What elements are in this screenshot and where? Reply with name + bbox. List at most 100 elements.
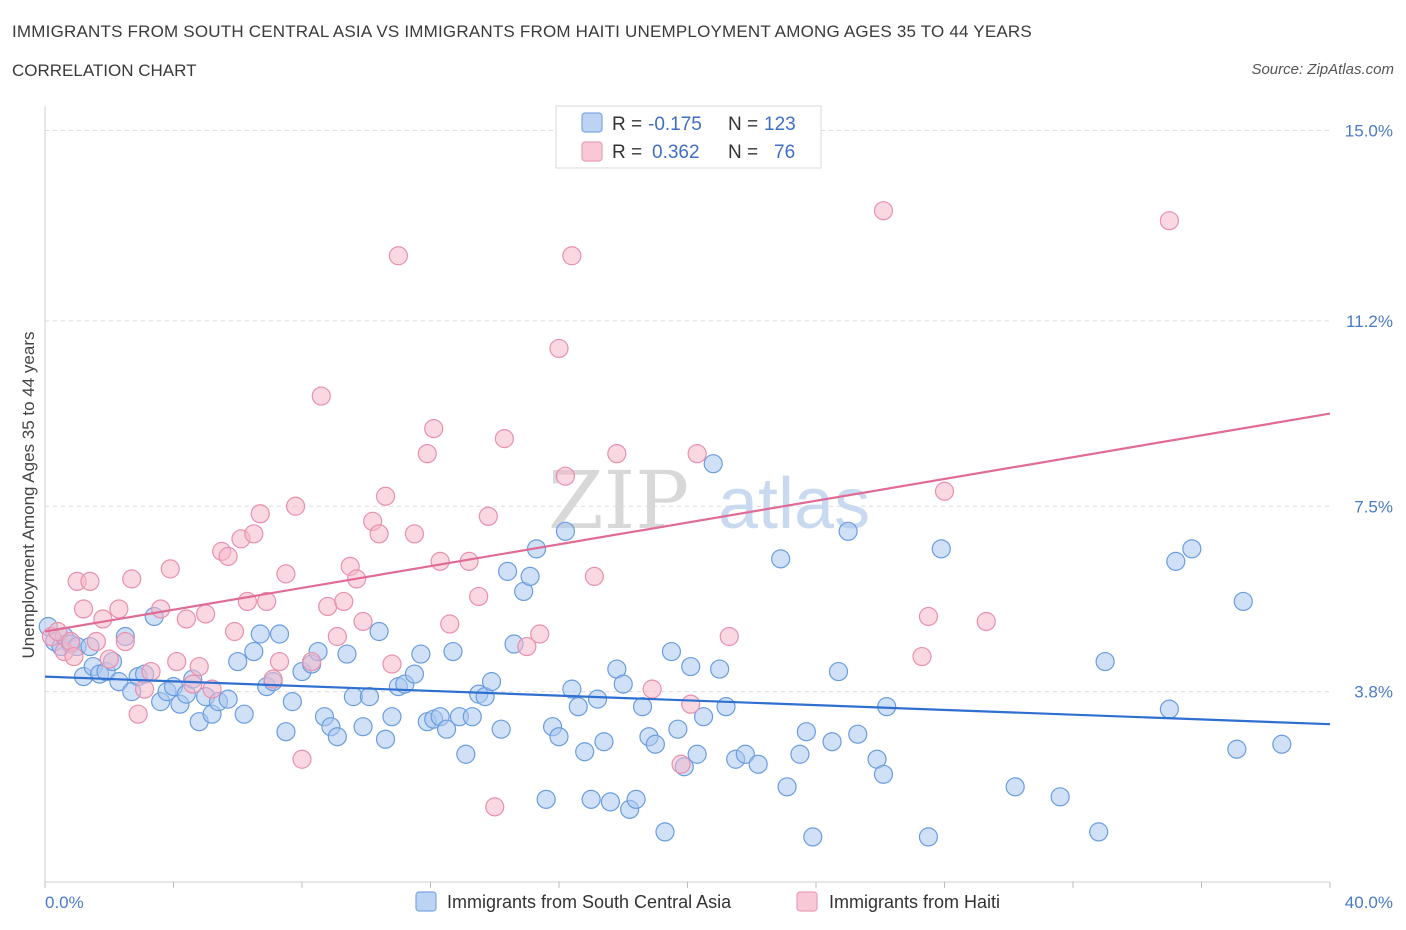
point-haiti-42 bbox=[334, 591, 354, 612]
point-south-central-asia-78 bbox=[581, 789, 601, 809]
point-haiti-58 bbox=[478, 506, 498, 526]
point-south-central-asia-69 bbox=[520, 566, 540, 587]
point-haiti-50 bbox=[388, 246, 408, 266]
trendlines bbox=[44, 412, 1331, 726]
series-south-central-asia bbox=[38, 454, 1292, 847]
axes bbox=[44, 106, 1331, 888]
point-haiti-12 bbox=[115, 631, 135, 652]
point-haiti-17 bbox=[151, 599, 171, 619]
point-haiti-6 bbox=[73, 599, 94, 619]
point-haiti-65 bbox=[562, 246, 582, 266]
point-haiti-49 bbox=[382, 654, 402, 674]
point-haiti-75 bbox=[918, 606, 939, 627]
point-haiti-66 bbox=[584, 566, 604, 587]
point-haiti-38 bbox=[302, 651, 322, 672]
bottom-legend-label-blue: Immigrants from South Central Asia bbox=[447, 892, 732, 912]
point-south-central-asia-106 bbox=[803, 827, 823, 847]
point-haiti-30 bbox=[244, 524, 264, 544]
point-haiti-36 bbox=[285, 496, 306, 516]
legend-n-value-blue: 123 bbox=[764, 114, 796, 135]
point-haiti-24 bbox=[202, 679, 222, 699]
point-haiti-8 bbox=[86, 631, 107, 652]
point-haiti-27 bbox=[224, 621, 245, 642]
point-haiti-15 bbox=[134, 679, 155, 699]
point-haiti-22 bbox=[189, 656, 209, 677]
point-haiti-57 bbox=[469, 586, 489, 607]
point-haiti-41 bbox=[327, 626, 347, 647]
y-tick-label-2: 7.5% bbox=[1354, 497, 1393, 516]
point-south-central-asia-47 bbox=[369, 621, 389, 642]
point-south-central-asia-118 bbox=[1089, 822, 1109, 842]
point-haiti-13 bbox=[122, 569, 142, 589]
y-tick-label-0: 15.0% bbox=[1345, 122, 1393, 141]
gridlines bbox=[45, 130, 1330, 693]
point-haiti-47 bbox=[369, 524, 389, 544]
point-south-central-asia-65 bbox=[491, 719, 511, 739]
x-tick-label-min: 0.0% bbox=[45, 893, 84, 912]
point-haiti-48 bbox=[375, 486, 396, 506]
point-south-central-asia-44 bbox=[343, 687, 363, 707]
point-south-central-asia-122 bbox=[1182, 539, 1202, 559]
point-south-central-asia-60 bbox=[456, 744, 476, 764]
point-south-central-asia-119 bbox=[1095, 651, 1115, 672]
point-south-central-asia-110 bbox=[848, 724, 868, 744]
point-south-central-asia-46 bbox=[359, 687, 380, 707]
point-south-central-asia-52 bbox=[404, 664, 425, 684]
y-axis-label: Unemployment Among Ages 35 to 44 years bbox=[19, 332, 38, 659]
point-haiti-76 bbox=[934, 481, 955, 501]
point-haiti-33 bbox=[263, 669, 283, 689]
point-south-central-asia-34 bbox=[269, 624, 290, 644]
point-south-central-asia-98 bbox=[716, 697, 736, 717]
y-tick-label-3: 3.8% bbox=[1354, 683, 1393, 702]
point-haiti-16 bbox=[141, 661, 161, 682]
legend-r-value-blue: -0.175 bbox=[648, 114, 702, 135]
point-haiti-35 bbox=[276, 564, 296, 584]
trendline-south-central-asia bbox=[44, 675, 1331, 726]
point-south-central-asia-123 bbox=[1227, 739, 1247, 759]
point-haiti-52 bbox=[417, 444, 437, 464]
point-south-central-asia-66 bbox=[498, 561, 518, 581]
point-south-central-asia-31 bbox=[250, 624, 270, 644]
x-tick-label-max: 40.0% bbox=[1345, 893, 1393, 912]
point-south-central-asia-117 bbox=[1050, 787, 1070, 807]
point-south-central-asia-93 bbox=[681, 656, 701, 677]
point-south-central-asia-115 bbox=[931, 539, 951, 559]
point-haiti-7 bbox=[80, 571, 100, 592]
point-haiti-23 bbox=[196, 604, 216, 624]
point-haiti-40 bbox=[318, 596, 338, 617]
point-haiti-51 bbox=[404, 524, 425, 544]
point-haiti-71 bbox=[687, 444, 707, 464]
point-south-central-asia-90 bbox=[661, 641, 682, 662]
point-south-central-asia-35 bbox=[276, 722, 296, 742]
point-south-central-asia-107 bbox=[822, 732, 842, 752]
point-south-central-asia-43 bbox=[337, 644, 357, 664]
point-haiti-70 bbox=[681, 694, 701, 714]
point-haiti-74 bbox=[912, 646, 932, 667]
point-haiti-26 bbox=[218, 546, 238, 566]
point-haiti-77 bbox=[976, 611, 996, 632]
point-south-central-asia-64 bbox=[481, 672, 502, 692]
legend-n-label-blue: N = bbox=[728, 114, 758, 135]
stats-legend: R = -0.175 N = 123 R = 0.362 N = 76 bbox=[555, 105, 822, 169]
bottom-legend-swatch-pink bbox=[796, 891, 818, 912]
point-haiti-64 bbox=[555, 466, 576, 486]
point-haiti-78 bbox=[1159, 211, 1179, 231]
point-haiti-18 bbox=[160, 559, 180, 579]
point-south-central-asia-28 bbox=[228, 651, 248, 672]
point-south-central-asia-108 bbox=[828, 661, 849, 682]
point-south-central-asia-57 bbox=[436, 719, 457, 739]
point-haiti-4 bbox=[64, 646, 84, 667]
point-south-central-asia-48 bbox=[375, 729, 396, 749]
point-haiti-54 bbox=[430, 551, 450, 571]
point-haiti-69 bbox=[671, 754, 691, 774]
point-haiti-11 bbox=[109, 599, 129, 619]
point-south-central-asia-88 bbox=[645, 734, 665, 754]
point-haiti-37 bbox=[292, 749, 312, 769]
point-south-central-asia-49 bbox=[382, 707, 402, 727]
trendline-haiti bbox=[44, 412, 1331, 633]
point-south-central-asia-80 bbox=[594, 732, 614, 752]
point-south-central-asia-36 bbox=[282, 692, 302, 712]
point-south-central-asia-121 bbox=[1166, 551, 1186, 571]
point-south-central-asia-53 bbox=[411, 644, 431, 664]
